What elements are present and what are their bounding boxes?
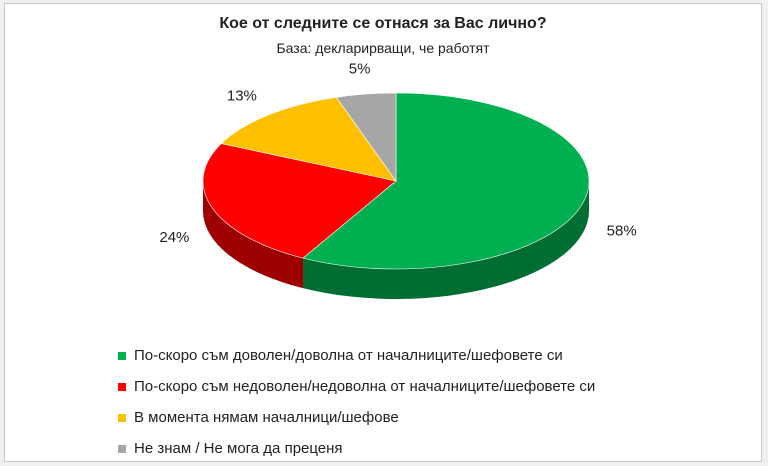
legend-item: По-скоро съм доволен/доволна от началниц… — [118, 340, 595, 371]
legend-swatch — [118, 413, 126, 422]
chart-subtitle: База: декларирващи, че работят — [276, 40, 490, 56]
pie-value-label: 24% — [159, 229, 189, 246]
legend-item: По-скоро съм недоволен/недоволна от нача… — [118, 371, 595, 402]
pie-tops — [202, 92, 590, 270]
pie-slice — [202, 143, 397, 259]
chart-title: Кое от следните се отнася за Вас лично? — [219, 15, 547, 32]
pie-value-label: 5% — [349, 60, 371, 77]
pie-slice — [335, 92, 397, 182]
legend-label: По-скоро съм недоволен/недоволна от нача… — [134, 378, 596, 395]
legend-item: Не знам / Не мога да преценя — [118, 433, 595, 464]
pie-value-label: 13% — [227, 88, 257, 105]
legend-swatch — [118, 444, 126, 453]
pie-sides — [203, 181, 589, 299]
legend-label: В момента нямам началници/шефове — [134, 409, 399, 426]
legend: По-скоро съм доволен/доволна от началниц… — [118, 340, 595, 464]
pie-slice-side — [203, 181, 304, 289]
pie-chart: 58% 24% 13% 5% — [159, 60, 637, 299]
pie-slice-side — [303, 181, 589, 299]
legend-label: Не знам / Не мога да преценя — [134, 440, 343, 457]
chart-frame: Кое от следните се отнася за Вас лично? … — [4, 3, 762, 462]
legend-item: В момента нямам началници/шефове — [118, 402, 595, 433]
pie-slice — [220, 96, 397, 182]
pie-slice — [302, 92, 590, 270]
legend-swatch — [118, 351, 126, 360]
legend-swatch — [118, 382, 126, 391]
pie-labels: 58% 24% 13% 5% — [159, 60, 636, 246]
legend-label: По-скоро съм доволен/доволна от началниц… — [134, 347, 563, 364]
pie-value-label: 58% — [607, 222, 637, 239]
